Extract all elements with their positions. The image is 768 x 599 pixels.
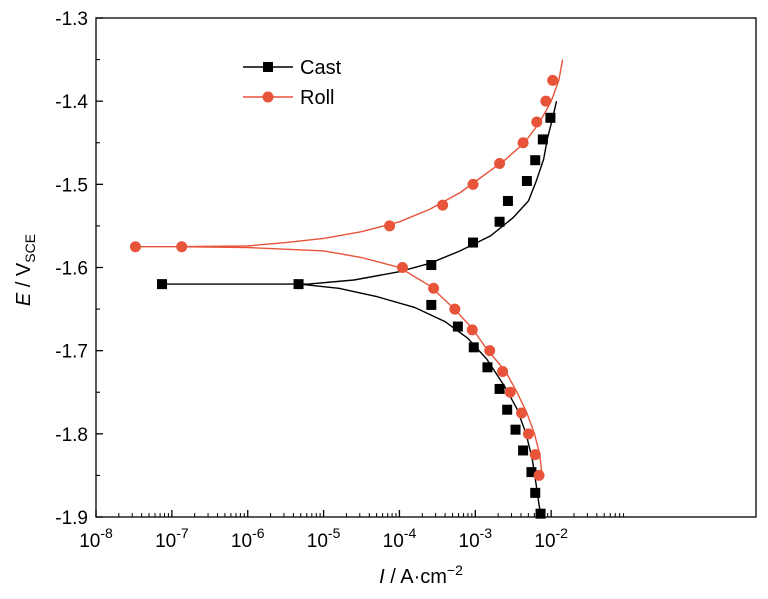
data-point [468, 342, 479, 353]
y-tick-label: -1.9 [55, 508, 88, 529]
data-point [517, 137, 529, 149]
y-tick-label: -1.4 [55, 92, 88, 113]
cathodic-branch-line [299, 283, 542, 518]
data-point [428, 282, 440, 294]
data-point [467, 178, 479, 190]
legend-marker [262, 91, 274, 103]
y-tick-label: -1.6 [55, 259, 88, 280]
axes: -1.3 -1.4 -1.5 -1.6 -1.7 -1.8 -1.910-8 10-7 10-6… [55, 9, 757, 552]
legend-label: Roll [300, 87, 334, 109]
x-axis-title-symbol: I [379, 566, 385, 588]
data-point [518, 445, 529, 456]
data-point [176, 241, 188, 253]
data-point [502, 195, 513, 206]
data-point [449, 303, 461, 315]
data-point [521, 176, 532, 187]
data-point [494, 216, 505, 227]
data-point [497, 365, 509, 377]
data-point [293, 279, 304, 290]
anodic-branch-line [162, 101, 558, 285]
series-cast [157, 101, 558, 519]
data-point [526, 467, 537, 478]
data-point [157, 279, 167, 290]
data-point [531, 116, 543, 128]
y-axis-title-sub: SCE [22, 234, 38, 263]
x-tick-label: 10-5 [307, 525, 341, 552]
data-point [494, 158, 506, 170]
y-axis-title-symbol: E [13, 292, 35, 306]
data-point [452, 321, 463, 332]
data-point [129, 241, 141, 253]
legend-marker [263, 62, 273, 72]
x-axis-title-unit: / A·cm [385, 566, 447, 588]
series-roll [129, 59, 564, 481]
data-point [533, 469, 545, 481]
x-tick-label: 10-6 [231, 525, 265, 552]
data-point [396, 262, 408, 273]
data-point [502, 404, 513, 415]
data-point [426, 260, 437, 271]
x-tick-label: 10-2 [534, 525, 568, 552]
x-tick-label: 10-4 [383, 525, 417, 552]
y-tick-label: -1.3 [55, 9, 88, 30]
x-tick-label: 10-3 [459, 525, 493, 552]
y-axis-title-unit: / V [13, 262, 35, 293]
x-axis-title: I / A·cm−2 [379, 562, 463, 588]
data-point [530, 155, 541, 166]
x-axis-title-sup: −2 [447, 562, 463, 578]
y-axis-title: E / VSCE [13, 234, 38, 306]
data-point [522, 428, 534, 440]
data-point [468, 237, 479, 248]
series-layer [129, 59, 564, 519]
plot-frame [95, 17, 757, 518]
legend-label: Cast [300, 57, 342, 79]
data-point [426, 299, 437, 310]
data-point [510, 424, 521, 435]
data-point [466, 324, 478, 336]
data-point [437, 199, 449, 211]
data-point [494, 383, 505, 394]
data-point [384, 220, 396, 232]
y-tick-label: -1.5 [55, 175, 88, 196]
data-point [537, 134, 548, 145]
data-point [529, 449, 541, 461]
data-point [530, 487, 541, 498]
x-tick-label: 10-8 [79, 525, 113, 552]
data-point [547, 74, 559, 86]
data-point [540, 95, 552, 107]
data-point [545, 112, 556, 123]
data-point [484, 345, 496, 357]
y-tick-label: -1.8 [55, 425, 88, 446]
legend-item-roll: Roll [243, 87, 334, 109]
data-point [535, 508, 546, 519]
legend-item-cast: Cast [243, 57, 342, 79]
legend: Cast Roll [243, 57, 342, 109]
data-point [482, 362, 493, 373]
x-tick-label: 10-7 [155, 525, 189, 552]
data-point [516, 407, 528, 419]
y-tick-label: -1.7 [55, 342, 88, 363]
data-point [504, 386, 516, 398]
